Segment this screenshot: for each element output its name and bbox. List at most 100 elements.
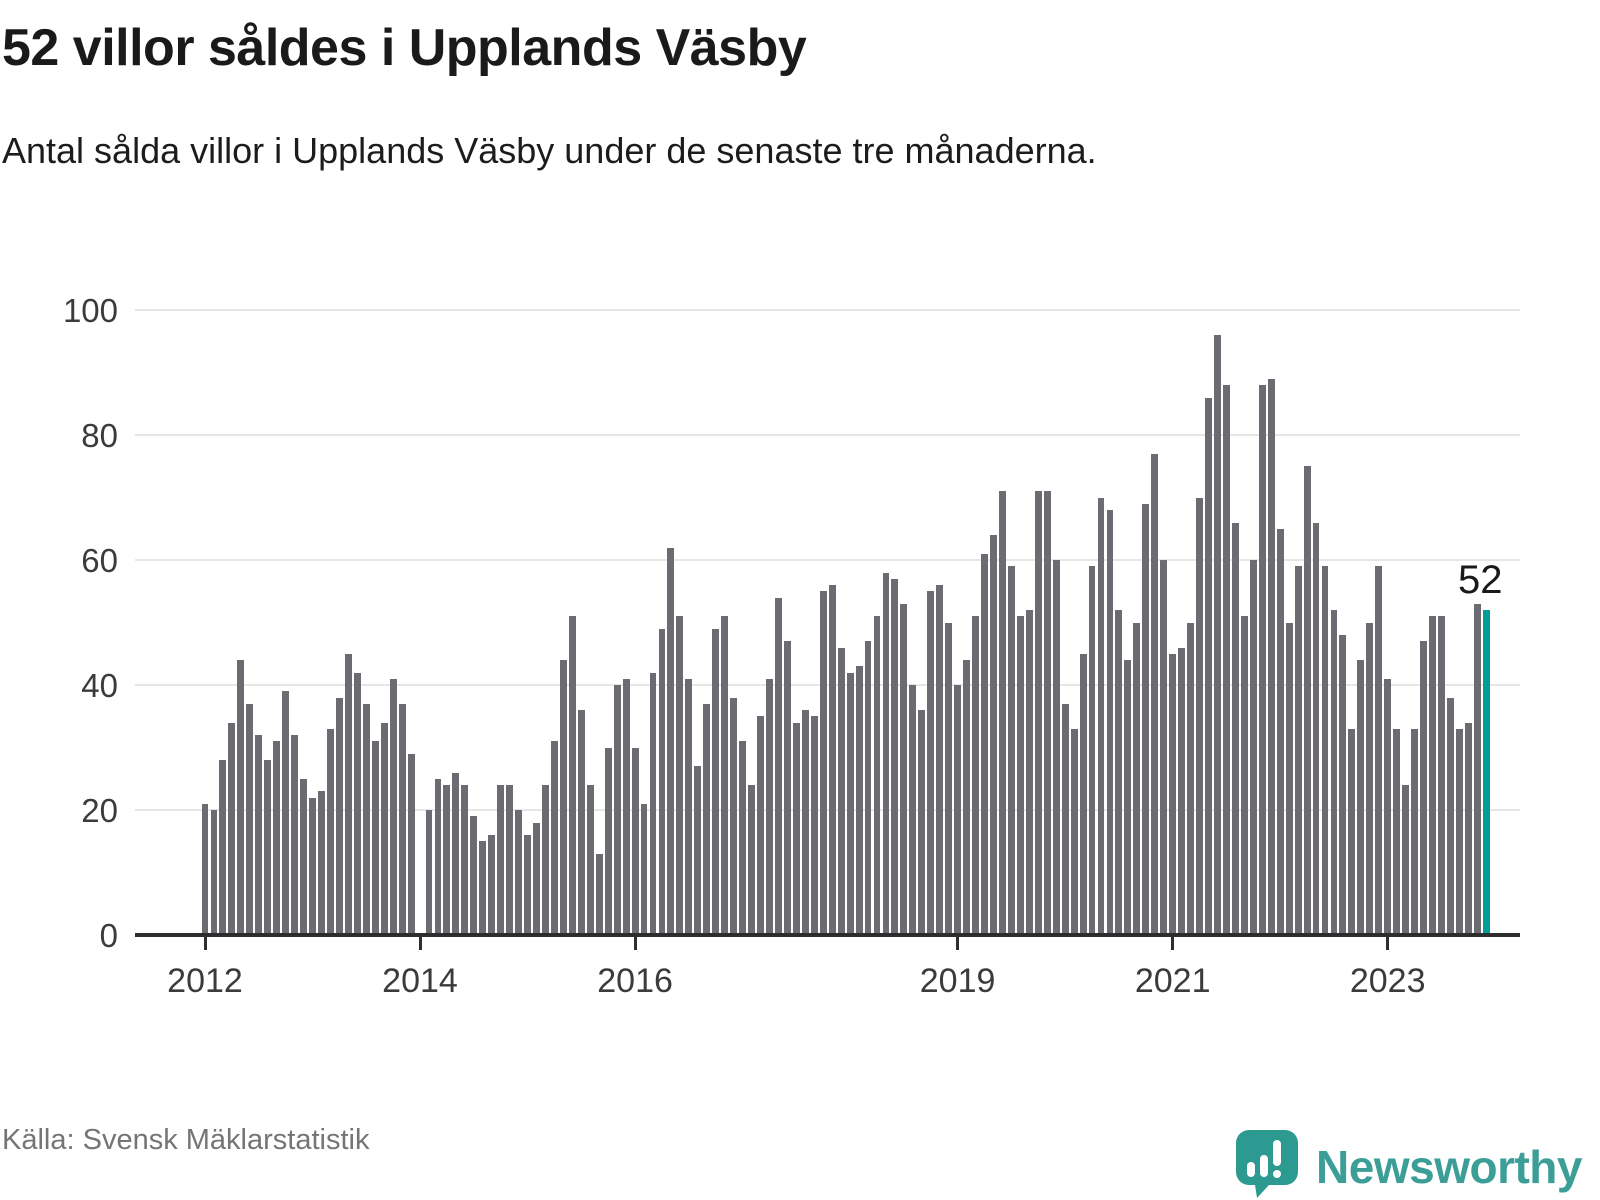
bar [479,841,487,935]
bar [559,660,567,935]
bar [1214,335,1221,935]
bar [389,678,397,935]
bar [1133,622,1141,935]
bar [452,772,460,935]
bar [667,547,675,935]
bar [595,853,603,935]
bar [649,672,657,935]
bar [1375,566,1383,935]
bar [846,672,854,935]
y-axis-tick-label: 80 [81,417,118,454]
bar [515,810,523,935]
bar [264,760,272,935]
bar [1196,497,1203,935]
bar [900,603,908,935]
bar [533,822,540,935]
bar [676,616,684,935]
bar [425,810,433,935]
bar-current-highlighted [1482,610,1490,935]
bar [1178,647,1186,935]
bar [1151,453,1159,935]
bar [748,785,755,935]
bar [1222,385,1230,935]
bar [506,785,514,935]
bar [407,753,415,935]
bar [739,741,747,935]
bar [577,710,585,935]
bar [497,785,505,935]
bar [326,728,334,935]
gridline-y-80 [135,434,1520,436]
bar [291,735,299,935]
bar [1330,610,1338,935]
bar [237,660,245,935]
y-axis-tick-label: 0 [99,917,118,954]
x-axis-tick-mark [418,937,422,950]
chart-subtitle: Antal sålda villor i Upplands Väsby unde… [2,130,1097,171]
bar [936,585,944,935]
bar [918,710,926,935]
bar [855,666,863,935]
bar [828,585,836,935]
bar [1321,566,1329,935]
bar [219,760,227,935]
bar [210,810,218,935]
x-axis-tick-mark [633,937,637,950]
bar [703,703,711,935]
bar [282,691,290,935]
bar [1438,616,1445,935]
bar [864,641,872,935]
gridline-y-100 [135,309,1520,311]
x-axis-year-label: 2021 [1134,962,1211,1000]
bar [1393,728,1401,935]
bar [891,578,899,935]
bar [1464,722,1472,935]
bar [954,685,962,935]
bar [1115,610,1123,935]
brand-logo: Newsworthy [1236,1130,1582,1200]
bar [998,491,1006,935]
bar [461,785,469,935]
bar [882,572,890,935]
bar [318,791,325,935]
last-bar-data-label: 52 [1458,558,1503,602]
bar [622,678,630,935]
bar [712,628,720,935]
bar [1455,728,1463,935]
x-axis-year-label: 2012 [167,962,243,1000]
bar [344,653,352,935]
bar [1249,560,1257,935]
bar [1061,703,1069,935]
bar [1303,466,1311,935]
bar [380,722,388,935]
gridline-y-20 [135,809,1520,811]
bar [757,716,764,935]
bar [1402,785,1410,935]
bar [1339,635,1347,935]
bar [228,722,236,935]
bar [1097,497,1105,935]
x-axis-tick-mark [1386,937,1390,950]
bar [488,835,496,935]
bar [434,778,442,935]
bar [1088,566,1096,935]
bar [945,622,953,935]
bar [1384,678,1392,935]
bar [1106,510,1114,935]
x-axis-tick-mark [1171,937,1175,950]
y-axis-tick-label: 40 [81,667,118,704]
bar [362,703,370,935]
bar [201,803,209,935]
bar [1205,397,1212,935]
bar [604,747,612,935]
bar [730,697,738,935]
bar [542,785,549,935]
bar [972,616,979,935]
bar-chart-plot-area: 0 20 40 60 80 100 2012 2014 2016 2019 2021 2023 [63,294,1520,1000]
bar [586,785,594,935]
bar [1043,491,1051,935]
bar [371,741,379,935]
bar [1052,560,1060,935]
bar [1429,616,1436,935]
